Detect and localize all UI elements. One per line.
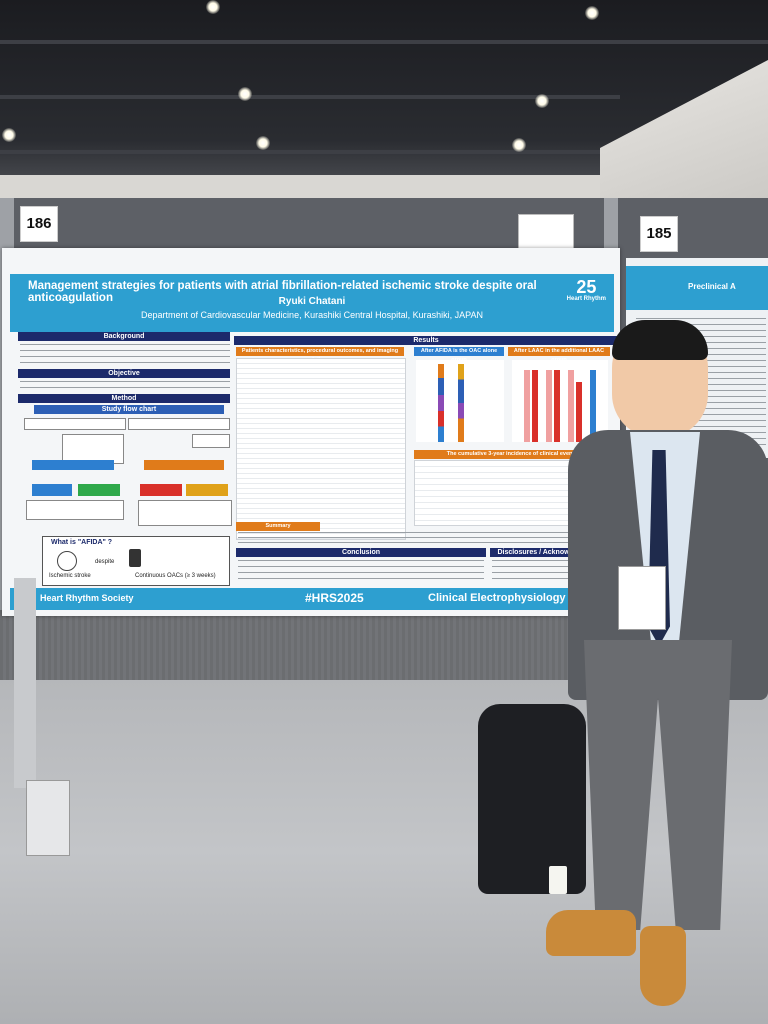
flow-subgroup bbox=[186, 484, 228, 496]
ceiling-light bbox=[512, 138, 526, 152]
poster-department: Department of Cardiovascular Medicine, K… bbox=[141, 310, 483, 320]
ceiling-truss bbox=[0, 95, 620, 99]
afida-label-oac: Continuous OACs (≥ 3 weeks) bbox=[135, 573, 216, 579]
poster-title: Management strategies for patients with … bbox=[28, 280, 537, 304]
section-after-laac: After LAAC in the additional LAAC group bbox=[508, 347, 610, 363]
section-after-afida: After AFIDA is the OAC alone group bbox=[414, 347, 504, 363]
flow-subgroup bbox=[78, 484, 120, 496]
presenter-hair bbox=[612, 320, 708, 360]
footer-hashtag: #HRS2025 bbox=[305, 591, 364, 605]
conclusion-text bbox=[238, 560, 484, 584]
ceiling-light bbox=[206, 0, 220, 14]
pill-bottle-icon bbox=[129, 549, 141, 567]
brain-icon bbox=[57, 551, 77, 571]
bar bbox=[576, 382, 582, 442]
booth-number-left: 186 bbox=[20, 206, 58, 242]
hrs-logo-year: 25 bbox=[576, 277, 597, 297]
hrs-logo: 25 Heart Rhythm bbox=[567, 278, 606, 302]
footer-society: Heart Rhythm Society bbox=[40, 593, 134, 603]
afida-stacked-chart bbox=[416, 360, 504, 442]
afida-label-stroke: Ischemic stroke bbox=[49, 573, 91, 579]
name-badge bbox=[618, 566, 666, 630]
laac-bar-chart bbox=[512, 360, 608, 442]
bar bbox=[590, 370, 596, 442]
paper-cup bbox=[549, 866, 567, 894]
stand-pole bbox=[14, 578, 36, 788]
section-background: Background bbox=[18, 332, 230, 341]
flow-subgroup bbox=[140, 484, 182, 496]
ceiling-truss bbox=[0, 40, 768, 44]
background-text bbox=[20, 344, 230, 368]
backpack bbox=[478, 704, 586, 894]
ceiling-light bbox=[535, 94, 549, 108]
right-shoe bbox=[640, 926, 686, 1006]
objective-text bbox=[20, 381, 230, 393]
poster-author: Ryuki Chatani bbox=[278, 296, 346, 307]
section-summary: Summary bbox=[236, 522, 320, 531]
flow-box bbox=[24, 418, 126, 430]
bar bbox=[568, 370, 574, 442]
flow-box bbox=[26, 500, 124, 520]
poster-header: Management strategies for patients with … bbox=[10, 274, 614, 332]
flow-box bbox=[192, 434, 230, 448]
neighbor-poster-header: Preclinical A bbox=[626, 266, 768, 310]
left-shoe bbox=[546, 910, 636, 956]
section-method: Method bbox=[18, 394, 230, 403]
booth-number-right: 185 bbox=[640, 216, 678, 252]
section-objective: Objective bbox=[18, 369, 230, 378]
ceiling-truss bbox=[0, 150, 600, 154]
neighbor-poster-title: Preclinical A bbox=[688, 282, 736, 291]
section-patients-characteristics: Patients characteristics, procedural out… bbox=[236, 347, 404, 363]
ceiling-light bbox=[2, 128, 16, 142]
flow-box bbox=[62, 434, 124, 464]
flow-box bbox=[128, 418, 230, 430]
research-poster: Management strategies for patients with … bbox=[2, 248, 620, 616]
footer-track: Clinical Electrophysiology bbox=[428, 592, 566, 604]
flow-box bbox=[138, 500, 232, 526]
stacked-bar bbox=[458, 364, 464, 442]
flow-subgroup bbox=[32, 484, 72, 496]
ceiling-light bbox=[256, 136, 270, 150]
section-study-flow: Study flow chart bbox=[34, 405, 224, 414]
bar bbox=[546, 370, 552, 442]
summary-text bbox=[238, 532, 610, 546]
poster-footer: Heart Rhythm Society #HRS2025 Clinical E… bbox=[10, 588, 612, 610]
ceiling-light bbox=[238, 87, 252, 101]
section-results: Results bbox=[234, 336, 618, 345]
section-conclusion: Conclusion bbox=[236, 548, 486, 557]
stacked-bar bbox=[438, 364, 444, 442]
ceiling-light bbox=[585, 6, 599, 20]
section-cumulative-incidence: The cumulative 3-year incidence of clini… bbox=[414, 450, 610, 459]
afida-title: What is "AFIDA" ? bbox=[51, 539, 113, 546]
bar bbox=[554, 370, 560, 442]
flow-laac-group bbox=[144, 460, 224, 470]
stand-base bbox=[26, 780, 70, 856]
bar bbox=[524, 370, 530, 442]
hrs-logo-caption: Heart Rhythm bbox=[566, 296, 606, 302]
afida-despite: despite bbox=[95, 559, 115, 565]
bar bbox=[532, 370, 538, 442]
ceiling bbox=[0, 0, 768, 200]
flow-oac-group bbox=[32, 460, 114, 470]
characteristics-table bbox=[236, 358, 406, 540]
section-disclosures: Disclosures / Acknowledgments bbox=[490, 548, 612, 557]
afida-definition-box: What is "AFIDA" ? despite Ischemic strok… bbox=[42, 536, 230, 586]
